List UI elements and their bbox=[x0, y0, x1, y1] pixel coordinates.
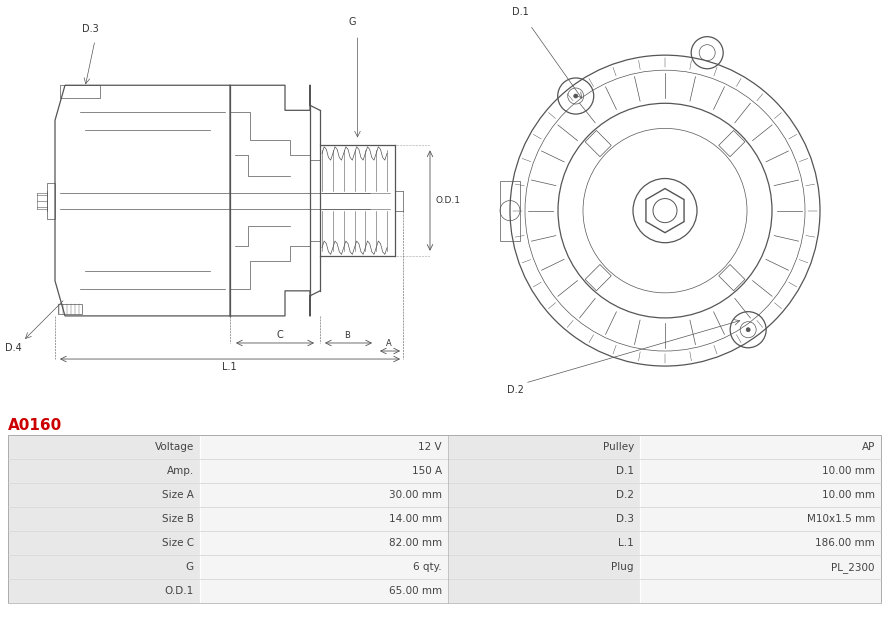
Bar bbox=[200, 507, 448, 531]
Bar bbox=[8, 507, 200, 531]
Text: A0160: A0160 bbox=[8, 418, 62, 433]
Text: B: B bbox=[345, 331, 350, 340]
Text: 14.00 mm: 14.00 mm bbox=[388, 514, 442, 524]
Text: Size A: Size A bbox=[162, 490, 194, 500]
Bar bbox=[200, 531, 448, 555]
Bar bbox=[200, 579, 448, 603]
Text: Size C: Size C bbox=[162, 538, 194, 548]
Bar bbox=[448, 531, 640, 555]
Text: 10.00 mm: 10.00 mm bbox=[822, 466, 875, 476]
Bar bbox=[200, 555, 448, 579]
Bar bbox=[8, 435, 881, 603]
Bar bbox=[8, 459, 200, 483]
Text: PL_2300: PL_2300 bbox=[831, 561, 875, 573]
Bar bbox=[200, 459, 448, 483]
Text: G: G bbox=[348, 17, 356, 27]
Text: Voltage: Voltage bbox=[155, 442, 194, 452]
Text: 150 A: 150 A bbox=[412, 466, 442, 476]
Bar bbox=[60, 85, 100, 98]
Bar bbox=[448, 483, 640, 507]
Text: O.D.1: O.D.1 bbox=[164, 586, 194, 596]
Bar bbox=[200, 483, 448, 507]
Text: M10x1.5 mm: M10x1.5 mm bbox=[806, 514, 875, 524]
Text: 82.00 mm: 82.00 mm bbox=[388, 538, 442, 548]
Text: O.D.1: O.D.1 bbox=[435, 196, 460, 205]
Bar bbox=[640, 555, 881, 579]
Bar bbox=[8, 531, 200, 555]
Bar bbox=[448, 555, 640, 579]
Text: Size B: Size B bbox=[162, 514, 194, 524]
Bar bbox=[8, 483, 200, 507]
Bar bbox=[640, 459, 881, 483]
Text: 6 qty.: 6 qty. bbox=[413, 562, 442, 572]
Text: D.2: D.2 bbox=[616, 490, 634, 500]
Text: 12 V: 12 V bbox=[419, 442, 442, 452]
Bar bbox=[8, 435, 200, 459]
Text: G: G bbox=[186, 562, 194, 572]
Text: 186.00 mm: 186.00 mm bbox=[815, 538, 875, 548]
Text: D.3: D.3 bbox=[82, 24, 99, 34]
Bar bbox=[448, 507, 640, 531]
Text: Plug: Plug bbox=[612, 562, 634, 572]
Text: D.2: D.2 bbox=[507, 385, 524, 395]
Bar bbox=[448, 435, 640, 459]
Text: D.1: D.1 bbox=[512, 7, 528, 17]
Bar bbox=[8, 555, 200, 579]
Circle shape bbox=[573, 94, 578, 98]
Text: D.4: D.4 bbox=[4, 343, 21, 353]
Text: Pulley: Pulley bbox=[603, 442, 634, 452]
Bar bbox=[448, 459, 640, 483]
Text: L.1: L.1 bbox=[618, 538, 634, 548]
Text: C: C bbox=[276, 330, 284, 340]
Bar bbox=[200, 435, 448, 459]
Text: L.1: L.1 bbox=[221, 362, 236, 372]
Text: 65.00 mm: 65.00 mm bbox=[388, 586, 442, 596]
Text: 30.00 mm: 30.00 mm bbox=[389, 490, 442, 500]
Text: AP: AP bbox=[861, 442, 875, 452]
Bar bbox=[58, 304, 82, 314]
Bar bbox=[8, 579, 200, 603]
Text: Amp.: Amp. bbox=[167, 466, 194, 476]
Bar bbox=[448, 579, 640, 603]
Text: D.1: D.1 bbox=[616, 466, 634, 476]
Bar bbox=[640, 531, 881, 555]
Bar bbox=[640, 579, 881, 603]
Text: 10.00 mm: 10.00 mm bbox=[822, 490, 875, 500]
Text: D.3: D.3 bbox=[616, 514, 634, 524]
Bar bbox=[640, 435, 881, 459]
Text: A: A bbox=[386, 339, 392, 348]
Bar bbox=[640, 483, 881, 507]
Circle shape bbox=[746, 328, 750, 331]
Bar bbox=[640, 507, 881, 531]
